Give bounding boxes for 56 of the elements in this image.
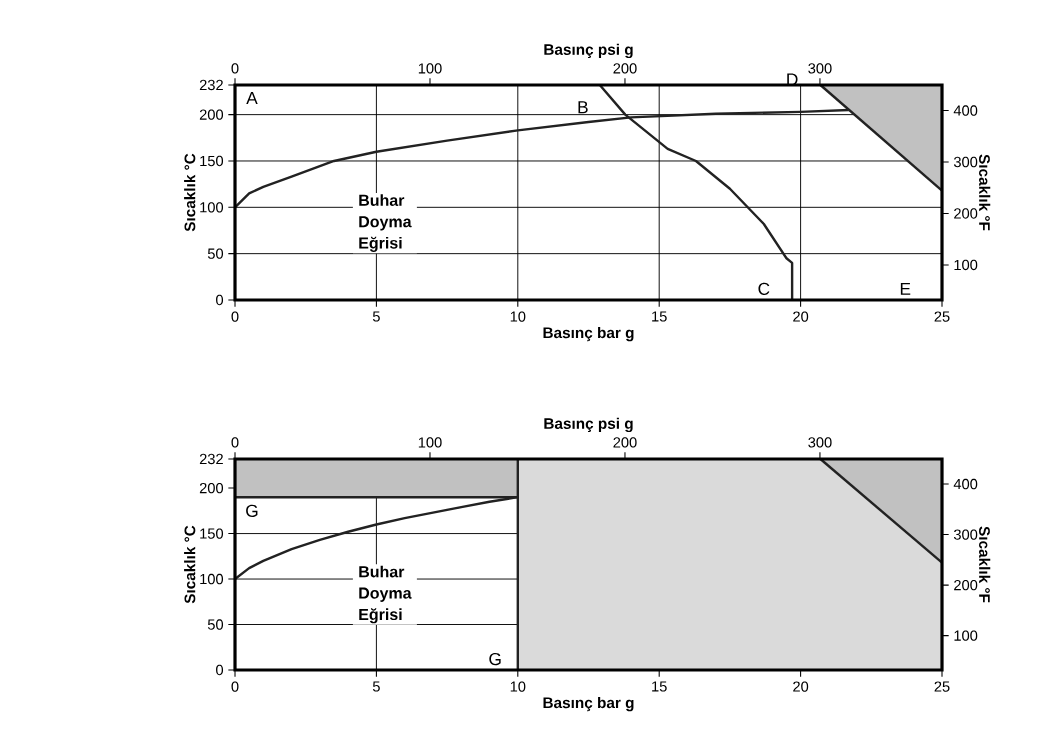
- y-tick-label: 232: [199, 453, 223, 465]
- y2-tick-label: 200: [954, 208, 978, 219]
- x2-tick-label: 300: [808, 63, 832, 74]
- x2-tick-label: 200: [613, 63, 637, 74]
- annotation: A: [246, 92, 258, 104]
- y2-tick-label: 100: [954, 630, 978, 641]
- y2-tick-label: 300: [953, 529, 978, 540]
- x-tick-label: 0: [231, 681, 239, 692]
- y-tick-label: 150: [200, 528, 224, 539]
- y-tick-label: 200: [199, 109, 224, 120]
- y-tick-label: 0: [216, 294, 224, 306]
- annotation: C: [758, 282, 770, 295]
- x-tick-label: 20: [793, 311, 809, 322]
- x2-tick-label: 0: [231, 63, 239, 74]
- x-tick-label: 10: [510, 681, 526, 692]
- annotation: G: [246, 504, 258, 517]
- y2-axis-title: Sıcaklık °F: [979, 154, 991, 231]
- x-tick-label: 20: [793, 681, 809, 692]
- y-axis-title: Sıcaklık °C: [184, 153, 196, 232]
- x-tick-label: 0: [231, 311, 239, 322]
- y-tick-label: 0: [216, 664, 224, 676]
- x-tick-label: 5: [372, 681, 380, 692]
- x-tick-label: 15: [652, 311, 667, 322]
- y-tick-label: 150: [200, 155, 224, 167]
- y-tick-label: 100: [200, 202, 224, 213]
- x2-tick-label: 0: [231, 437, 239, 448]
- y2-tick-label: 400: [953, 478, 978, 490]
- y2-tick-label: 300: [953, 156, 978, 168]
- y-tick-label: 232: [199, 79, 223, 91]
- x-tick-label: 25: [934, 311, 950, 322]
- x2-axis-title: Basınç psi g: [544, 43, 633, 59]
- y-tick-label: 50: [207, 619, 224, 630]
- y-axis-title: Sıcaklık °C: [184, 525, 196, 604]
- y-tick-label: 200: [199, 482, 224, 494]
- y2-tick-label: 200: [954, 579, 978, 591]
- x-tick-label: 5: [372, 311, 380, 322]
- x2-tick-label: 300: [808, 437, 832, 448]
- y2-tick-label: 100: [954, 259, 978, 271]
- x-tick-label: 10: [510, 311, 526, 322]
- x-axis-title: Basınç bar g: [543, 326, 634, 342]
- x2-tick-label: 200: [613, 437, 637, 448]
- annotation: E: [900, 282, 911, 295]
- x2-tick-label: 100: [418, 437, 442, 448]
- x-tick-label: 25: [934, 681, 950, 692]
- y-tick-label: 50: [207, 248, 224, 259]
- y2-axis-title: Sıcaklık °F: [979, 526, 991, 603]
- annotation: Buhar Doyma Eğrisi: [359, 565, 412, 624]
- x-tick-label: 15: [652, 681, 667, 692]
- x2-axis-title: Basınç psi g: [544, 417, 633, 433]
- annotation: Buhar Doyma Eğrisi: [359, 194, 412, 252]
- x2-tick-label: 100: [418, 63, 442, 74]
- annotation: B: [578, 101, 588, 114]
- y2-tick-label: 400: [953, 105, 978, 116]
- y-tick-label: 100: [200, 573, 224, 585]
- x-axis-title: Basınç bar g: [543, 696, 634, 712]
- annotation: G: [489, 652, 501, 666]
